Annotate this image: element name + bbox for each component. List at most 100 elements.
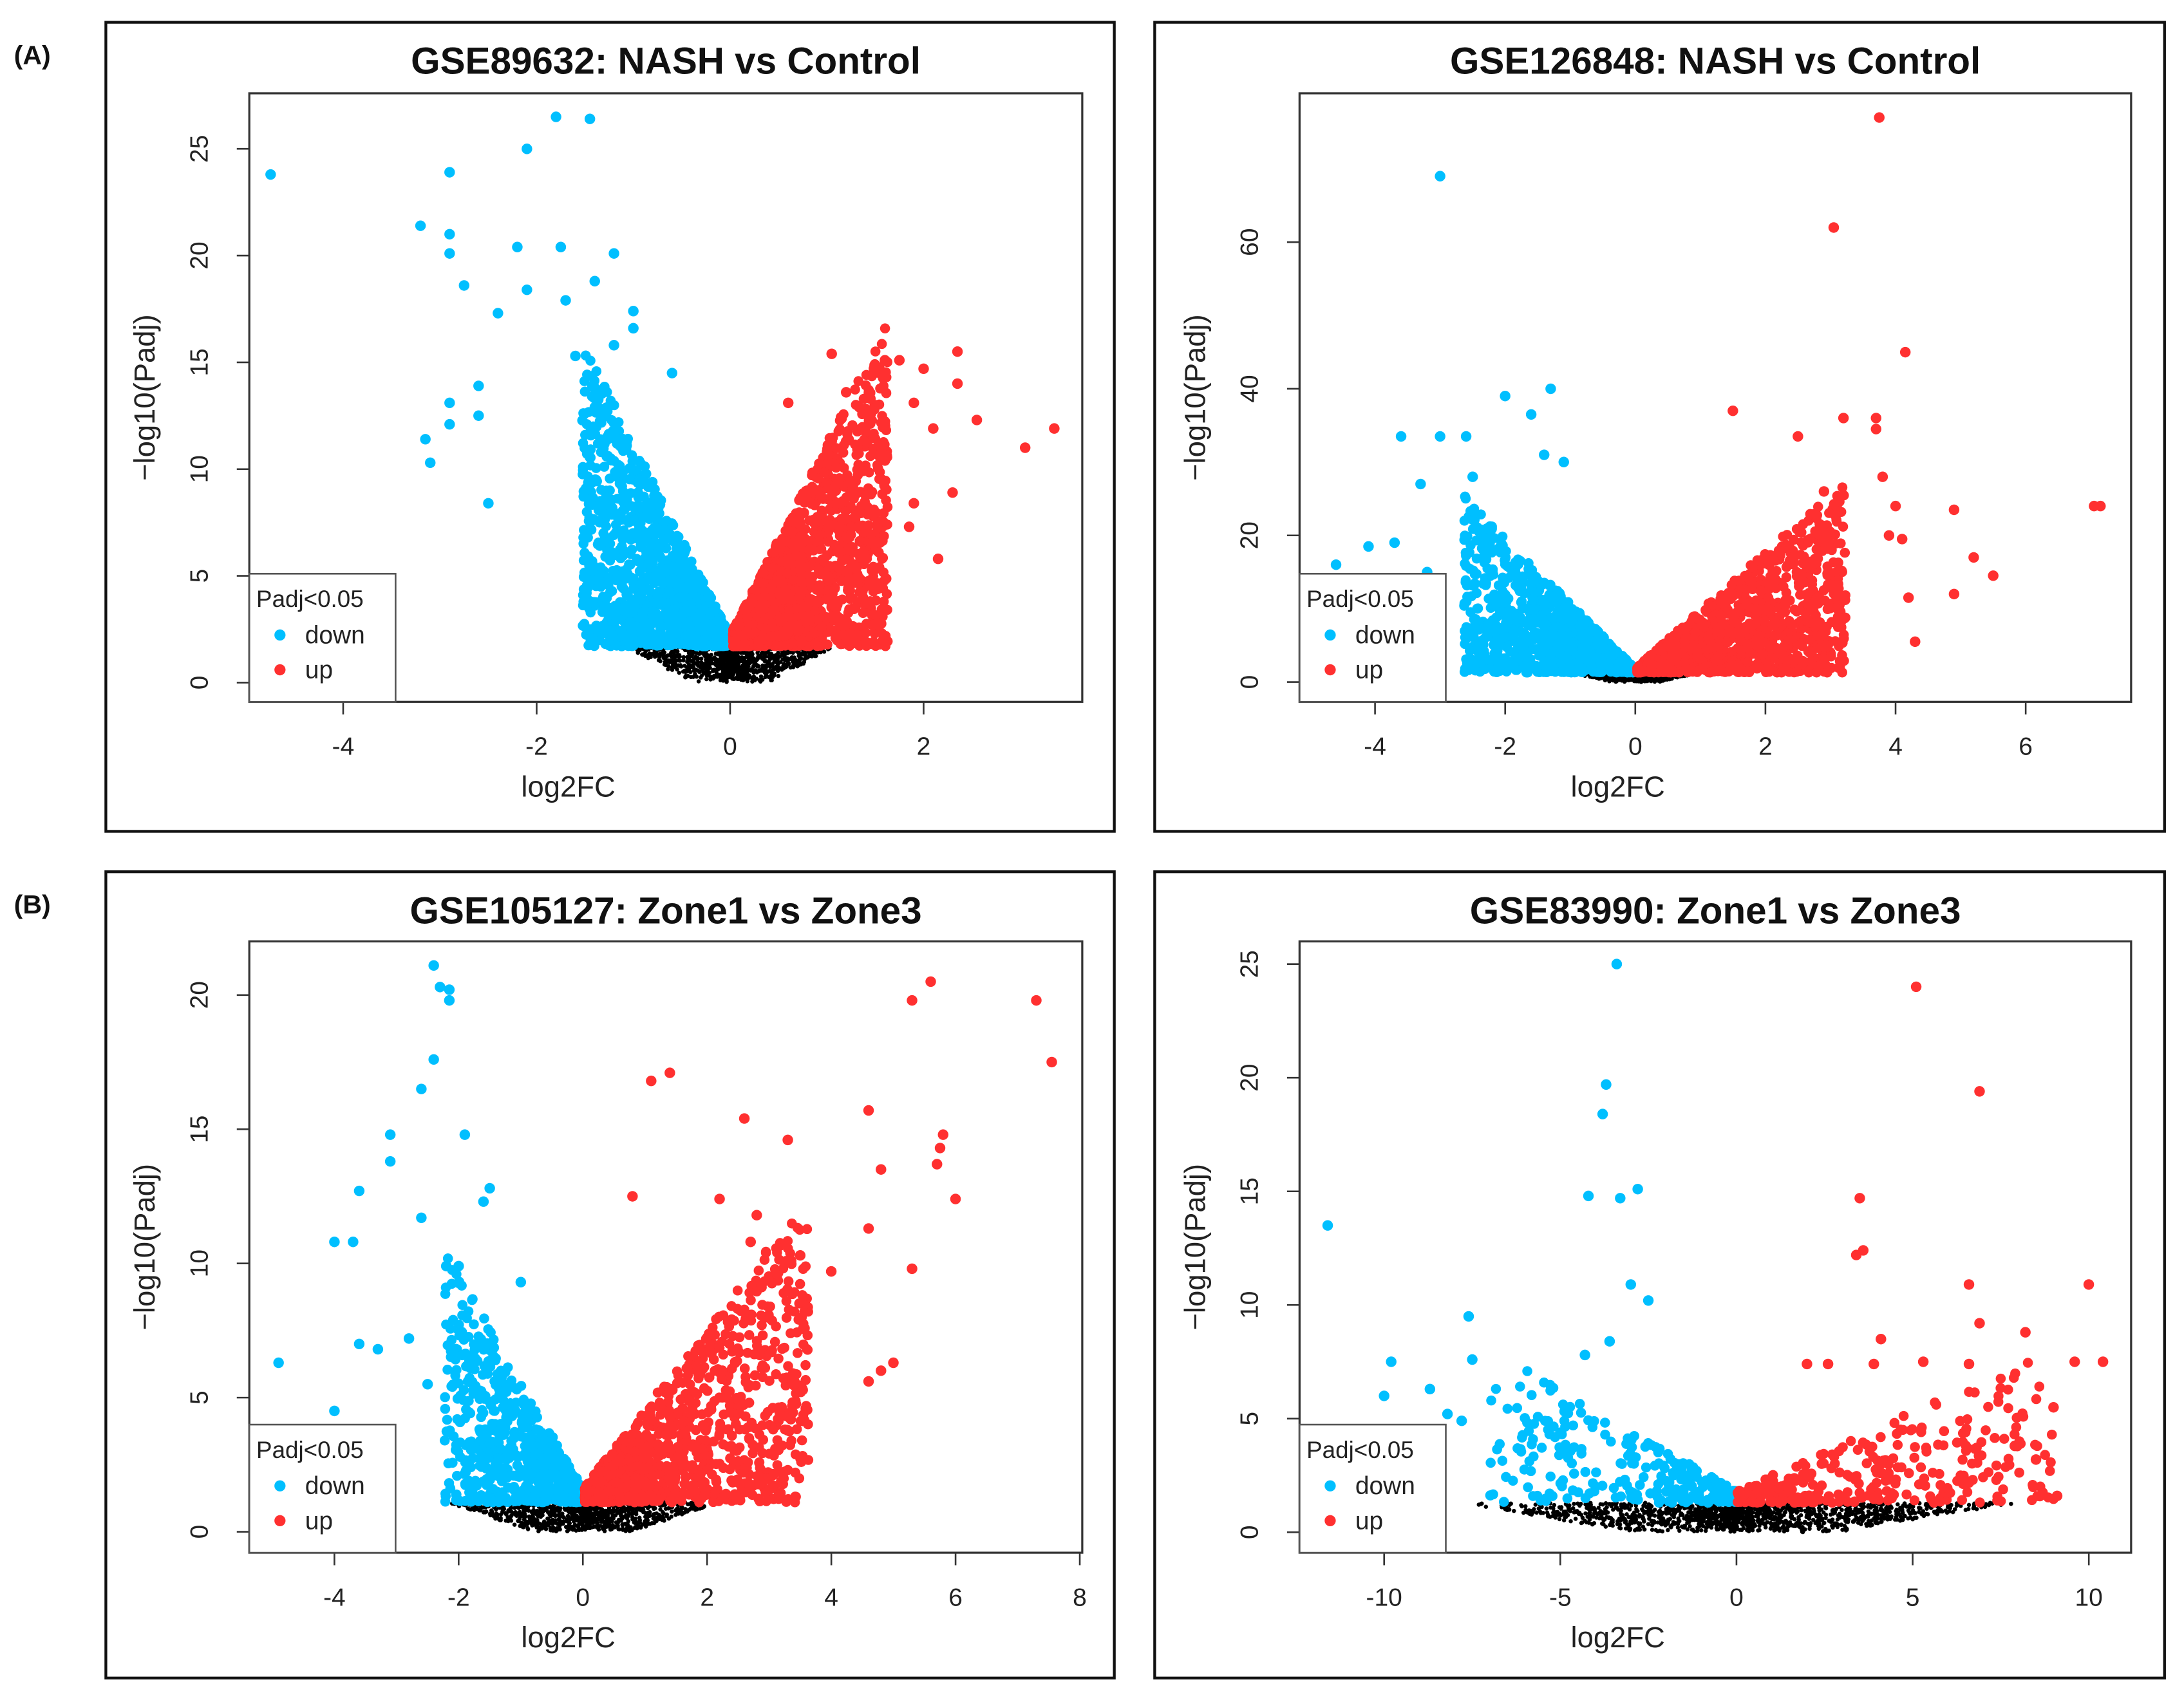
- ns-point: [727, 650, 731, 655]
- up-point: [952, 378, 963, 389]
- ns-point: [784, 657, 789, 662]
- ns-point: [775, 653, 780, 658]
- ns-point: [720, 664, 725, 669]
- down-point: [586, 429, 597, 439]
- ns-point: [700, 668, 704, 672]
- down-point: [522, 144, 532, 154]
- down-point: [616, 604, 626, 615]
- x-tick-label: 2: [917, 733, 931, 761]
- up-point: [827, 491, 837, 501]
- up-point: [853, 376, 864, 386]
- ns-point: [712, 675, 717, 680]
- ns-point: [692, 660, 697, 665]
- legend-label-down: down: [305, 621, 365, 649]
- down-point: [613, 417, 624, 427]
- y-axis-label: −log10(Padj): [128, 314, 161, 481]
- y-tick-label: 20: [185, 241, 213, 269]
- ns-point: [716, 651, 720, 656]
- ns-point: [724, 678, 729, 684]
- points: [1330, 112, 2106, 684]
- up-point: [863, 575, 874, 586]
- ns-point: [650, 651, 655, 656]
- down-point: [483, 498, 494, 509]
- up-point: [859, 436, 869, 447]
- ns-point: [706, 655, 711, 660]
- legend-marker-up: [274, 664, 286, 676]
- ns-point: [687, 664, 692, 669]
- ns-point: [692, 657, 697, 662]
- up-point: [813, 614, 824, 625]
- ns-point: [733, 666, 738, 671]
- ns-point: [802, 659, 807, 664]
- ns-point: [715, 666, 720, 670]
- down-point: [555, 241, 567, 252]
- up-point: [846, 563, 857, 573]
- down-point: [608, 248, 619, 259]
- down-point: [578, 486, 589, 497]
- ns-point: [818, 650, 823, 655]
- up-point: [865, 529, 876, 539]
- ns-point: [677, 653, 682, 657]
- down-point: [628, 323, 639, 334]
- volcano-panel-gse89632: GSE89632: NASH vs Control -4 -2 0 2 0 5 10 15 20 2…: [104, 21, 1116, 833]
- down-point: [625, 474, 635, 485]
- up-point: [877, 608, 888, 618]
- down-point: [648, 610, 658, 621]
- ns-point: [677, 670, 682, 675]
- y-tick-label: 10: [185, 455, 213, 483]
- down-point: [512, 241, 523, 252]
- up-point: [753, 577, 764, 588]
- up-point: [785, 516, 795, 527]
- ns-point: [740, 678, 746, 683]
- ns-point: [769, 653, 774, 659]
- down-point: [610, 527, 621, 538]
- down-point: [617, 541, 627, 552]
- up-point: [851, 638, 861, 649]
- ns-point: [737, 675, 742, 680]
- up-point: [865, 451, 876, 462]
- down-point: [636, 528, 646, 539]
- up-point: [840, 506, 851, 516]
- ns-point: [714, 671, 719, 675]
- down-point: [601, 408, 612, 418]
- up-point: [753, 637, 764, 648]
- up-point: [857, 409, 867, 420]
- figure-label-a: (A): [14, 41, 51, 71]
- down-point: [581, 507, 592, 518]
- up-point: [847, 523, 857, 533]
- ns-point: [663, 654, 668, 659]
- ns-point: [738, 668, 742, 672]
- ns-point: [678, 663, 683, 668]
- up-point: [780, 641, 791, 651]
- up-point: [854, 536, 865, 547]
- down-point: [638, 512, 648, 523]
- down-point: [616, 626, 626, 637]
- up-point: [728, 636, 739, 646]
- down-point: [650, 633, 661, 644]
- ns-point: [696, 679, 701, 684]
- down-point: [603, 572, 614, 583]
- ns-point: [643, 653, 648, 659]
- up-point: [758, 567, 769, 578]
- up-point: [918, 363, 929, 375]
- up-point: [894, 355, 905, 366]
- down-point: [625, 617, 635, 627]
- y-tick-label: 0: [185, 676, 213, 690]
- ns-point: [766, 651, 771, 655]
- up-point: [882, 519, 892, 530]
- down-point: [621, 589, 632, 600]
- ns-point: [1621, 677, 1625, 682]
- up-point: [826, 520, 836, 531]
- up-point: [877, 489, 888, 500]
- ns-point: [681, 669, 686, 674]
- ns-point: [695, 660, 701, 664]
- ns-point: [746, 673, 751, 678]
- down-point: [420, 434, 431, 445]
- ns-point: [722, 669, 726, 674]
- up-point: [878, 567, 889, 577]
- down-point: [661, 637, 672, 648]
- up-point: [876, 339, 887, 350]
- ns-point: [749, 675, 754, 680]
- ns-point: [746, 664, 751, 668]
- down-point: [607, 586, 617, 596]
